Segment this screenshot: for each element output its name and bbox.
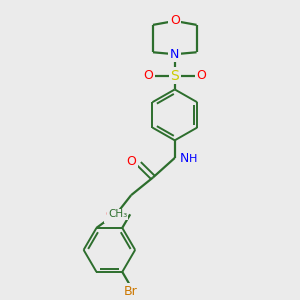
Text: N: N <box>170 48 179 61</box>
Text: O: O <box>143 69 153 82</box>
Text: Br: Br <box>123 285 137 298</box>
Text: CH₃: CH₃ <box>108 209 127 219</box>
Text: O: O <box>170 14 180 28</box>
Text: N: N <box>180 152 189 165</box>
Text: S: S <box>170 69 179 83</box>
Text: O: O <box>126 155 136 168</box>
Text: O: O <box>196 69 206 82</box>
Text: O: O <box>105 208 115 221</box>
Text: H: H <box>188 154 197 164</box>
